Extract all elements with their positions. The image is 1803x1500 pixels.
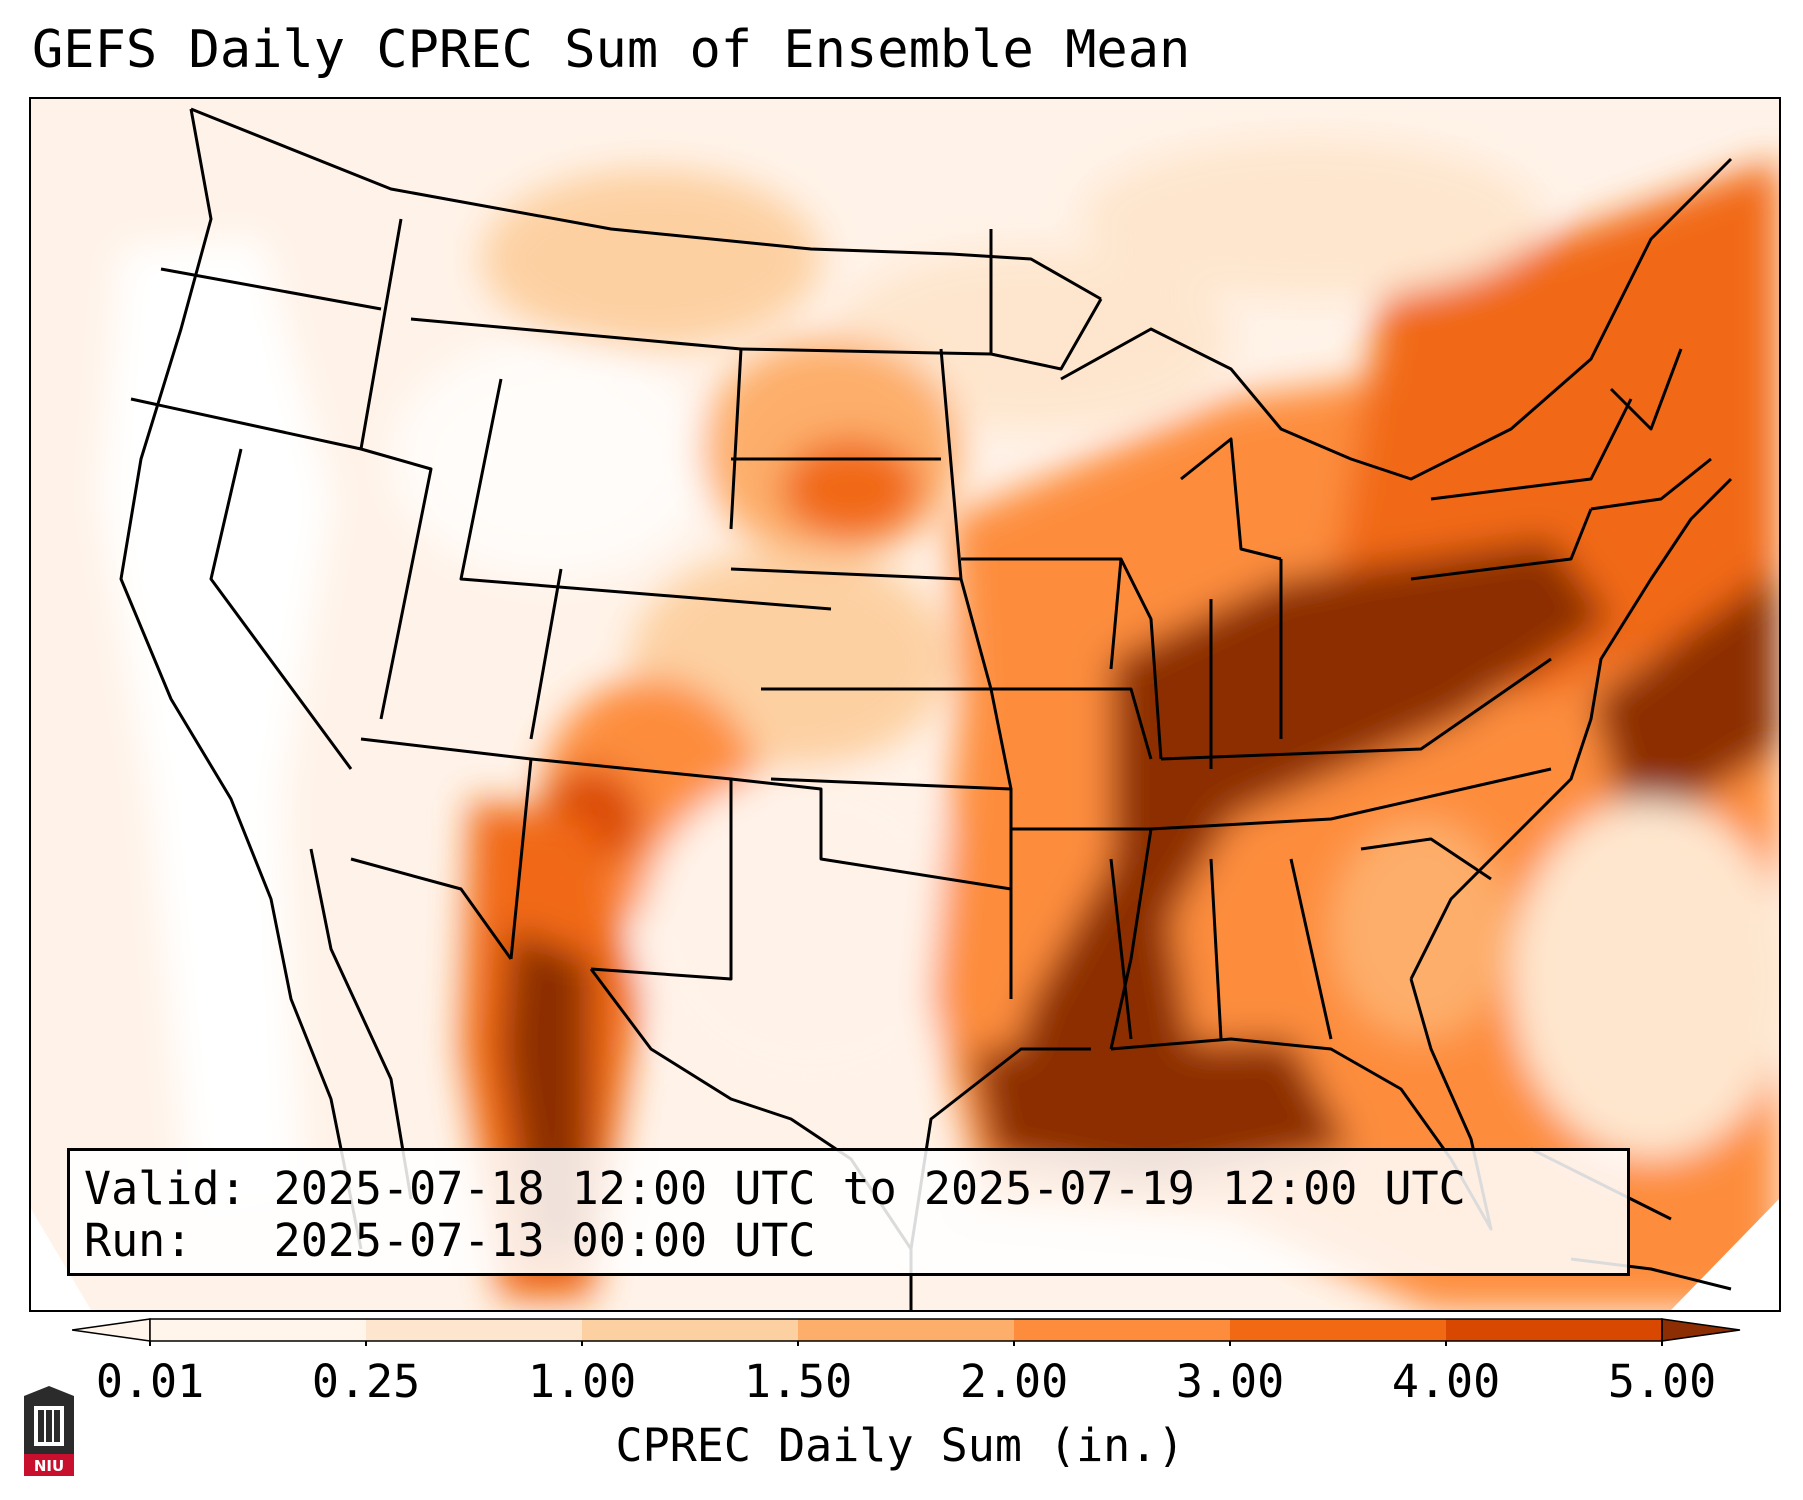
colorbar-tick-label: 1.00 — [527, 1355, 637, 1408]
precipitation-map — [29, 97, 1781, 1312]
valid-run-info-box: Valid: 2025-07-18 12:00 UTC to 2025-07-1… — [67, 1148, 1630, 1276]
colorbar-outline — [149, 1318, 1663, 1342]
colorbar-extend-max — [1661, 1318, 1741, 1342]
colorbar-segment — [1014, 1319, 1230, 1341]
valid-time-text: Valid: 2025-07-18 12:00 UTC to 2025-07-1… — [84, 1162, 1466, 1215]
colorbar — [72, 1318, 1741, 1346]
precip-field — [101, 139, 1779, 1310]
colorbar-segment — [798, 1319, 1014, 1341]
logo-badge — [24, 1454, 74, 1476]
colorbar-segment — [582, 1319, 798, 1341]
colorbar-tick-label: 0.25 — [311, 1355, 421, 1408]
colorbar-extend-min — [72, 1318, 151, 1342]
colorbar-tick-label: 1.50 — [743, 1355, 853, 1408]
projection-edge — [31, 1209, 91, 1310]
run-time-text: Run: 2025-07-13 00:00 UTC — [84, 1214, 816, 1267]
colorbar-segment — [1230, 1319, 1446, 1341]
colorbar-segment — [150, 1319, 366, 1341]
colorbar-tick-label: 2.00 — [959, 1355, 1069, 1408]
map-canvas — [31, 99, 1779, 1310]
colorbar-tick-label: 5.00 — [1607, 1355, 1717, 1408]
colorbar-tick-label: 3.00 — [1175, 1355, 1285, 1408]
niu-logo-icon: NIU — [24, 1386, 74, 1476]
colorbar-tick-label: 0.01 — [95, 1355, 205, 1408]
colorbar-tick-label: 4.00 — [1391, 1355, 1501, 1408]
colorbar-segment — [1446, 1319, 1662, 1341]
chart-title: GEFS Daily CPREC Sum of Ensemble Mean — [32, 20, 1191, 80]
logo-text: NIU — [34, 1457, 64, 1475]
colorbar-label: CPREC Daily Sum (in.) — [615, 1419, 1185, 1472]
colorbar-segment — [366, 1319, 582, 1341]
